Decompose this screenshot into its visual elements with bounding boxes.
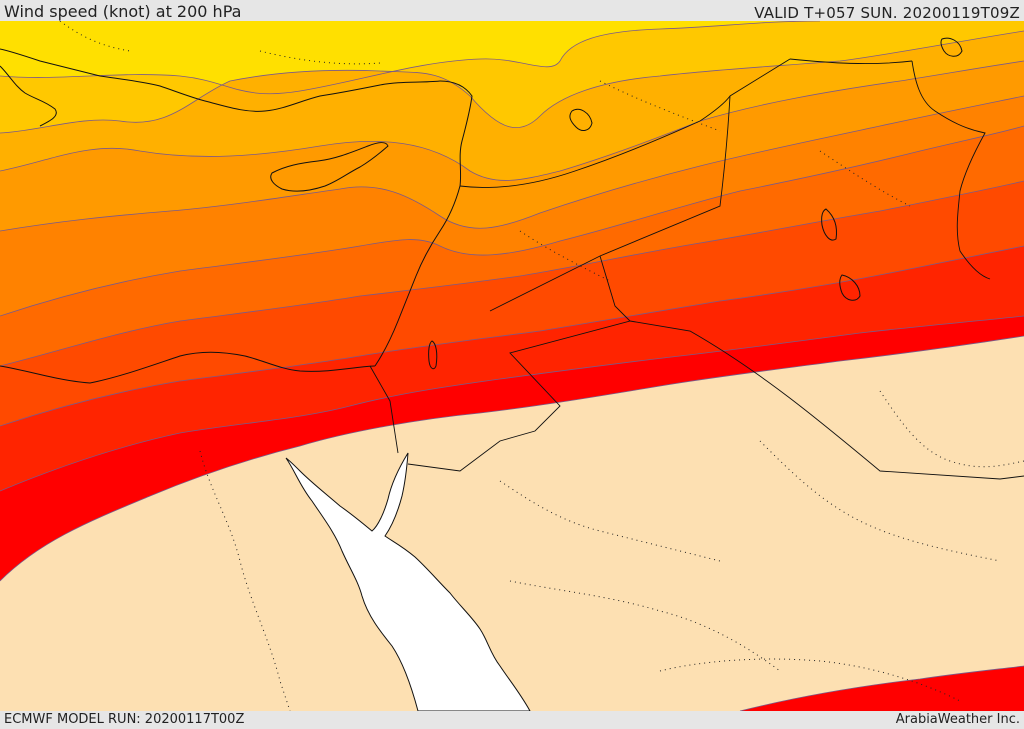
border-line [459,58,791,188]
border-line [489,95,731,312]
island-gulf-north [821,208,837,241]
province-boundary [659,658,961,702]
province-boundary [499,480,721,562]
contour-lines [0,21,1024,711]
contour-line [0,21,821,95]
contour-line [0,315,1024,492]
credit: ArabiaWeather Inc. [895,712,1020,727]
contour-line [0,60,1024,181]
wind-bands [0,21,1024,711]
border-line [407,255,631,472]
model-run: ECMWF MODEL RUN: 20200117T00Z [4,712,245,727]
coastline-aegean [0,65,57,127]
island-gulf-south [839,274,861,301]
contour-line [0,125,1024,317]
province-boundary [599,80,721,132]
coastlines [0,48,473,384]
contour-line [739,665,1024,711]
map-title: Wind speed (knot) at 200 hPa [4,2,242,21]
dead-sea [428,340,438,370]
lake-van [569,108,593,131]
province-boundary [199,450,291,711]
calm-area-south [0,336,1024,711]
contour-line [0,245,1024,427]
province-boundary [759,440,1001,562]
border-line [629,320,1024,480]
border-line [369,365,399,454]
red-sea [285,452,531,711]
province-boundaries [59,21,1024,711]
lakes [428,37,963,370]
footer-bar: ECMWF MODEL RUN: 20200117T00Z ArabiaWeat… [0,711,1024,729]
border-line [789,58,913,65]
country-borders [369,58,1024,480]
contour-line [0,335,1024,582]
coastline-med-south [0,351,376,384]
header-bar: Wind speed (knot) at 200 hPa VALID T+057… [0,0,1024,22]
wind-speed-map [0,21,1024,711]
wind-band-jet-corner [740,666,1024,711]
coastline-turkey [0,48,441,112]
valid-time: VALID T+057 SUN. 20200119T09Z [754,4,1020,22]
province-boundary [879,390,1024,468]
contour-line [0,30,1024,134]
border-line [911,60,991,280]
cyprus-island [270,142,389,192]
coastline-levant [374,80,473,367]
contour-line [0,95,1024,232]
contour-line [0,180,1024,367]
lake-north-east [940,37,963,57]
